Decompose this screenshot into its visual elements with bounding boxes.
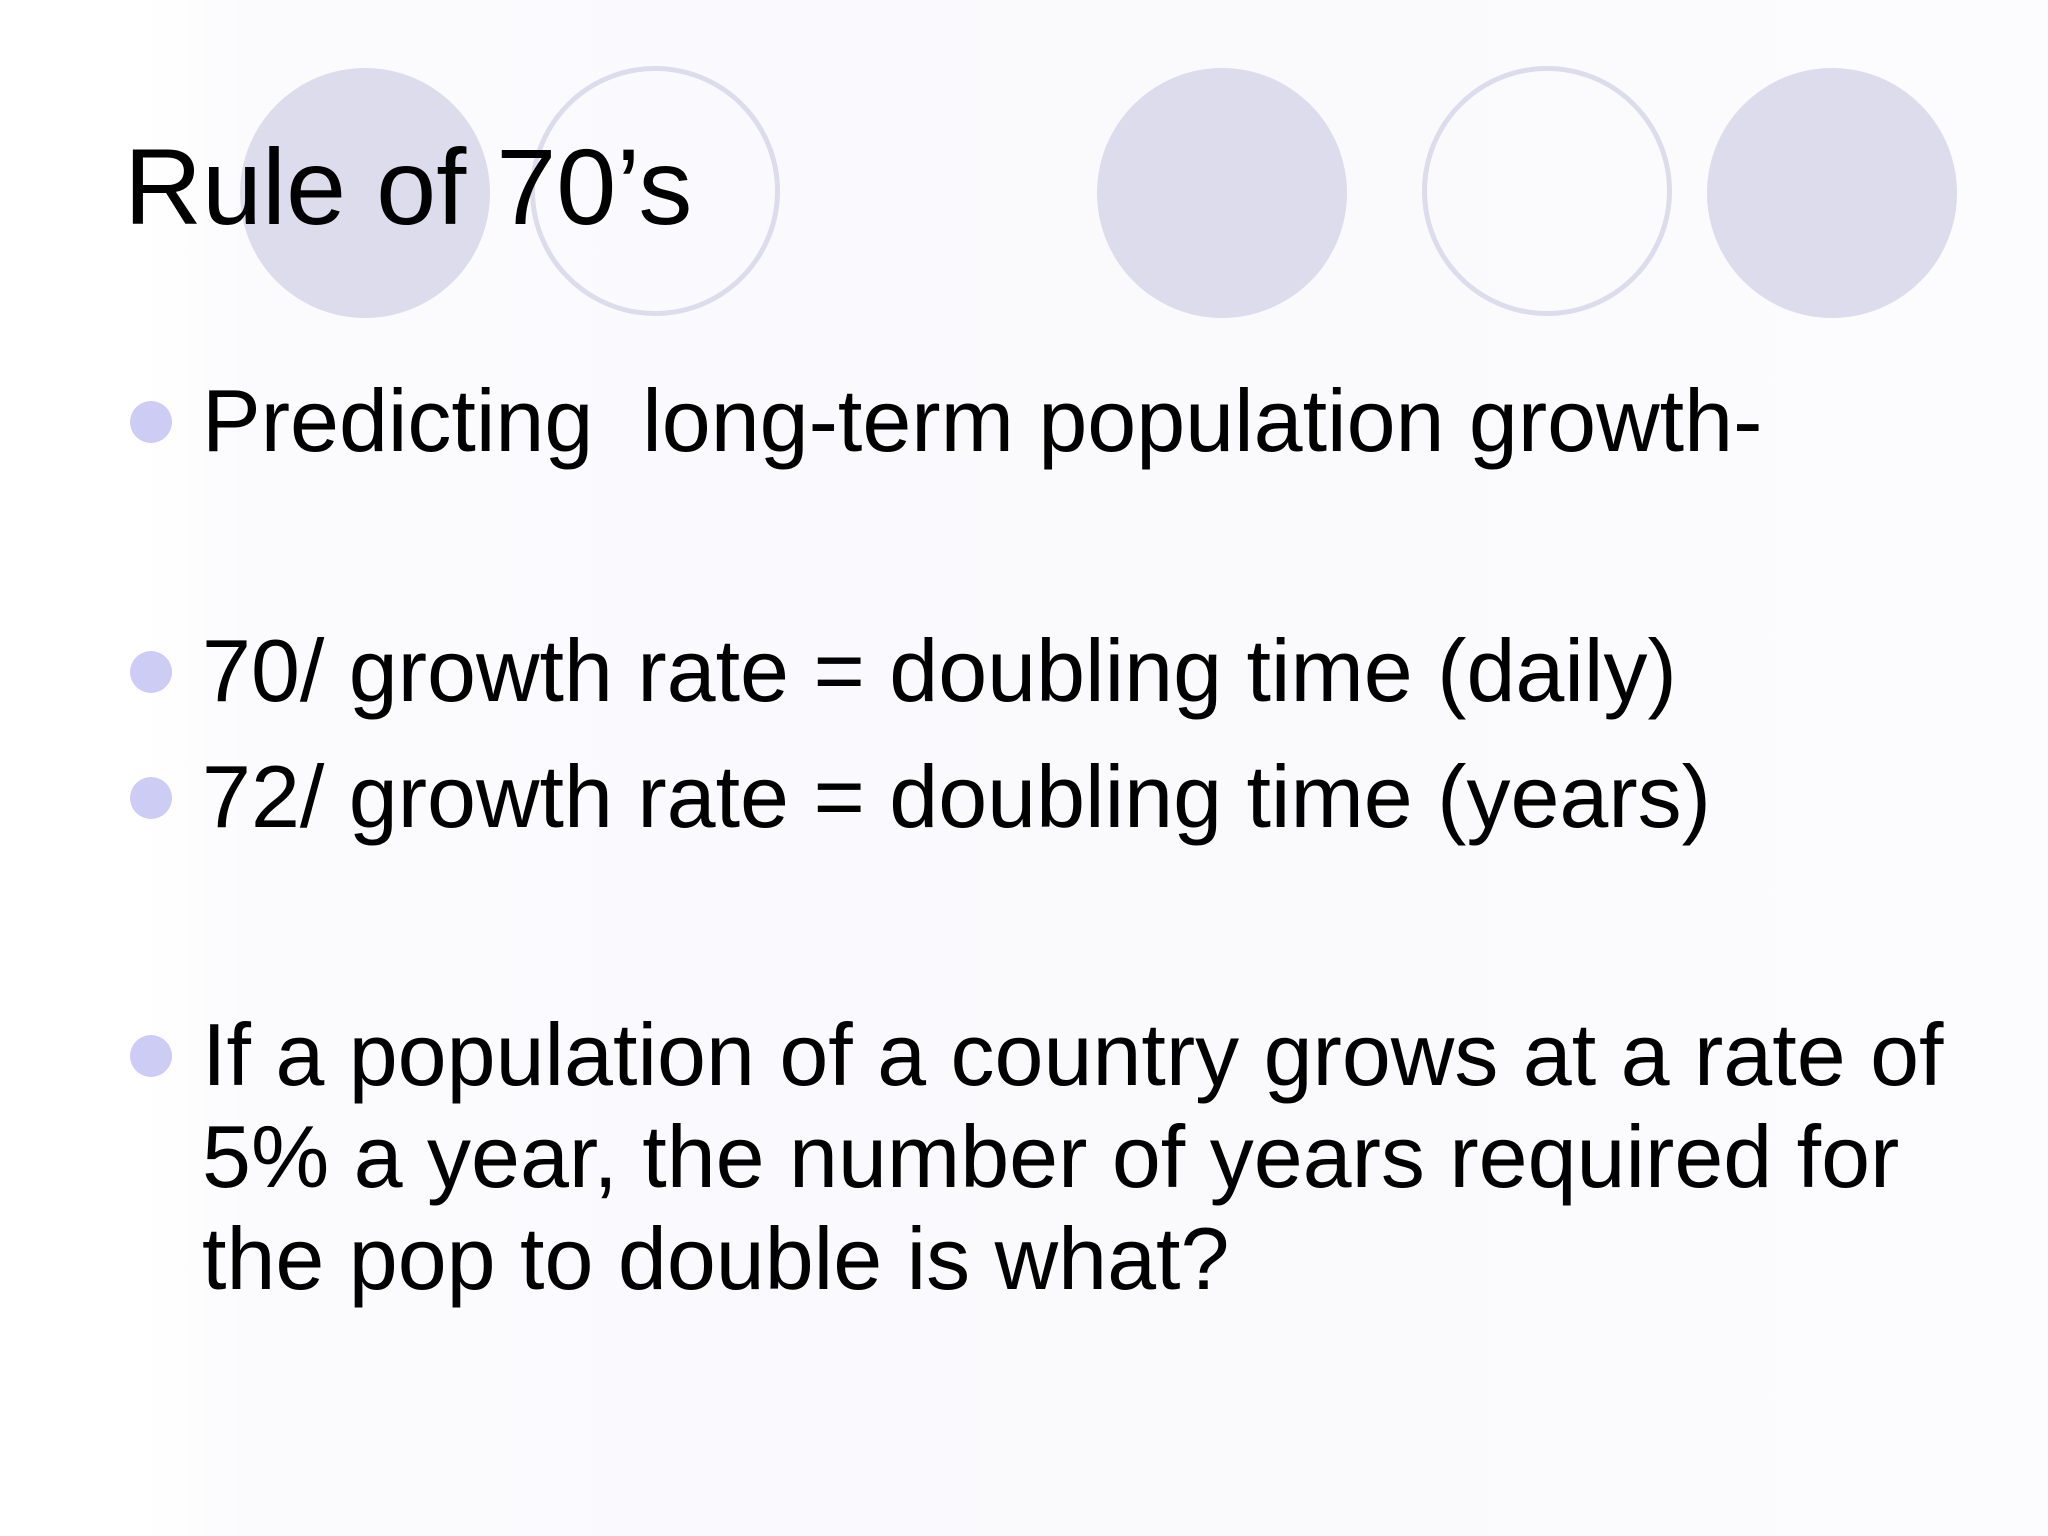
bullet-dot-icon — [130, 1035, 172, 1077]
bullet-text: 72/ growth rate = doubling time (years) — [202, 747, 1711, 846]
decorative-circle-outline-2 — [1422, 66, 1672, 316]
bullet-dot-icon — [130, 651, 172, 693]
decorative-circle-filled-1 — [240, 68, 490, 318]
decorative-circle-filled-3 — [1707, 68, 1957, 318]
bullet-text: Predicting long-term population growth- — [202, 371, 1763, 470]
decorative-circle-outline-1 — [530, 66, 780, 316]
bullet-text: If a population of a country grows at a … — [202, 1005, 1944, 1308]
bullet-dot-icon — [130, 401, 172, 443]
bullet-item: 70/ growth rate = doubling time (daily) — [130, 620, 2010, 722]
bullet-list: Predicting long-term population growth- … — [130, 370, 2010, 1310]
bullet-item: If a population of a country grows at a … — [130, 1004, 2010, 1310]
slide-title: Rule of 70’s — [124, 126, 693, 247]
decorative-circle-filled-2 — [1097, 68, 1347, 318]
bullet-text: 70/ growth rate = doubling time (daily) — [202, 621, 1677, 720]
bullet-item: 72/ growth rate = doubling time (years) — [130, 746, 2010, 848]
bullet-item: Predicting long-term population growth- — [130, 370, 2010, 472]
bullet-dot-icon — [130, 777, 172, 819]
